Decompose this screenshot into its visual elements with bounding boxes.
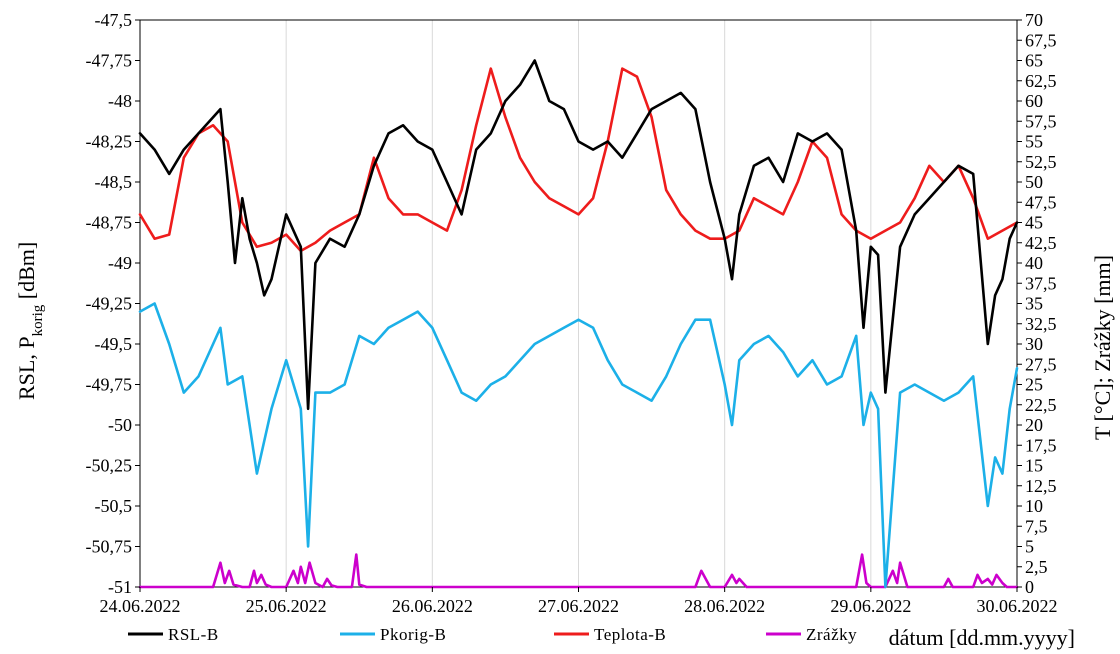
x-axis-ticks: 24.06.2022 25.06.2022 26.06.2022 27.06.2022… <box>100 587 1058 616</box>
right-tick-label: 32,5 <box>1025 314 1057 334</box>
right-tick-label: 25 <box>1025 375 1043 395</box>
right-tick-label: 40 <box>1025 253 1043 273</box>
left-y-axis-ticks: -47,5 -47,75 -48 -48,25 -48,5 -48,75 -49 -49,25… <box>86 10 140 597</box>
x-tick-label: 25.06.2022 <box>246 596 327 616</box>
left-tick-label: -51 <box>108 577 132 597</box>
right-tick-label: 67,5 <box>1025 30 1057 50</box>
right-tick-label: 5 <box>1025 537 1034 557</box>
left-tick-label: -48,75 <box>86 213 133 233</box>
right-y-axis-label: T [°C]; Zrážky [mm] <box>1090 255 1115 440</box>
left-y-axis-label: RSL, Pkorig [dBm] <box>14 242 46 400</box>
right-tick-label: 27,5 <box>1025 354 1057 374</box>
right-tick-label: 15 <box>1025 456 1043 476</box>
legend: RSL-B Pkorig-B Teplota-B Zrážky <box>128 625 857 644</box>
right-tick-label: 52,5 <box>1025 152 1057 172</box>
right-tick-label: 45 <box>1025 213 1043 233</box>
series-group <box>138 59 1019 589</box>
series-line-rsl-b <box>138 59 1019 411</box>
legend-label: RSL-B <box>168 625 219 644</box>
left-tick-label: -48,5 <box>95 172 133 192</box>
x-tick-label: 26.06.2022 <box>392 596 473 616</box>
right-tick-label: 30 <box>1025 334 1043 354</box>
right-tick-label: 60 <box>1025 91 1043 111</box>
right-tick-label: 20 <box>1025 415 1043 435</box>
left-tick-label: -48,25 <box>86 132 133 152</box>
x-tick-label: 27.06.2022 <box>538 596 619 616</box>
right-tick-label: 2,5 <box>1025 557 1048 577</box>
left-tick-label: -50,75 <box>86 537 133 557</box>
right-tick-label: 35 <box>1025 294 1043 314</box>
x-axis-label: dátum [dd.mm.yyyy] <box>889 625 1075 650</box>
left-tick-label: -50,5 <box>95 496 133 516</box>
right-y-axis-ticks: 7067,56562,56057,55552,55047,54542,54037… <box>1017 10 1057 597</box>
left-tick-label: -47,75 <box>86 51 133 71</box>
grid-lines <box>285 20 872 587</box>
legend-label: Pkorig-B <box>380 625 446 644</box>
right-tick-label: 10 <box>1025 496 1043 516</box>
right-tick-label: 62,5 <box>1025 71 1057 91</box>
left-tick-label: -50 <box>108 415 132 435</box>
right-tick-label: 42,5 <box>1025 233 1057 253</box>
right-tick-label: 57,5 <box>1025 111 1057 131</box>
right-tick-label: 7,5 <box>1025 516 1048 536</box>
right-tick-label: 55 <box>1025 132 1043 152</box>
series-line-pkorig-b <box>138 302 1019 589</box>
right-tick-label: 70 <box>1025 10 1043 30</box>
legend-label: Zrážky <box>806 625 857 644</box>
x-tick-label: 28.06.2022 <box>684 596 765 616</box>
left-tick-label: -49,75 <box>86 375 133 395</box>
right-tick-label: 47,5 <box>1025 192 1057 212</box>
x-tick-label: 30.06.2022 <box>977 596 1058 616</box>
left-tick-label: -50,25 <box>86 456 133 476</box>
left-tick-label: -49,25 <box>86 294 133 314</box>
right-tick-label: 17,5 <box>1025 435 1057 455</box>
right-tick-label: 65 <box>1025 51 1043 71</box>
x-tick-label: 29.06.2022 <box>830 596 911 616</box>
left-tick-label: -48 <box>108 91 132 111</box>
x-tick-label: 24.06.2022 <box>100 596 181 616</box>
right-tick-label: 50 <box>1025 172 1043 192</box>
left-tick-label: -49 <box>108 253 132 273</box>
left-tick-label: -49,5 <box>95 334 133 354</box>
right-tick-label: 37,5 <box>1025 273 1057 293</box>
right-tick-label: 0 <box>1025 577 1034 597</box>
right-tick-label: 22,5 <box>1025 395 1057 415</box>
left-tick-label: -47,5 <box>95 10 133 30</box>
legend-label: Teplota-B <box>594 625 666 644</box>
series-line-teplota-b <box>138 67 1019 253</box>
series-line-zr-ky <box>138 553 1019 589</box>
right-tick-label: 12,5 <box>1025 476 1057 496</box>
